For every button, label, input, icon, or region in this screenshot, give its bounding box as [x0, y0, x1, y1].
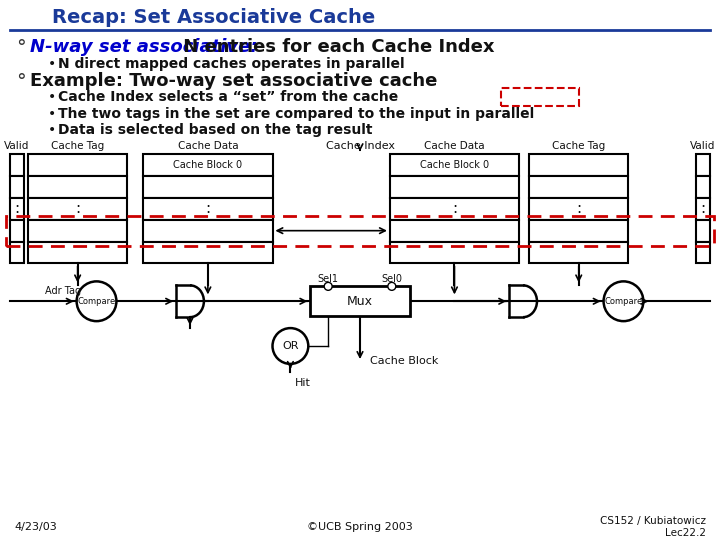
- Text: :: :: [14, 201, 19, 217]
- Bar: [10, 220, 24, 241]
- Text: Example: Two-way set associative cache: Example: Two-way set associative cache: [30, 72, 437, 90]
- Text: Recap: Set Associative Cache: Recap: Set Associative Cache: [52, 8, 375, 27]
- Text: Hit: Hit: [294, 378, 310, 388]
- Text: ©UCB Spring 2003: ©UCB Spring 2003: [307, 522, 413, 532]
- Bar: [529, 154, 629, 176]
- Text: Sel0: Sel0: [382, 274, 402, 285]
- Bar: [529, 220, 629, 241]
- Text: Compare: Compare: [77, 297, 116, 306]
- Bar: [10, 241, 24, 264]
- Bar: [696, 154, 710, 176]
- Text: 4/23/03: 4/23/03: [14, 522, 57, 532]
- Bar: [390, 154, 519, 176]
- Bar: [6, 216, 714, 246]
- Text: Valid: Valid: [4, 141, 30, 151]
- Text: Cache Block 0: Cache Block 0: [174, 160, 243, 170]
- Bar: [143, 176, 272, 198]
- Bar: [143, 241, 272, 264]
- Bar: [143, 154, 272, 176]
- Bar: [501, 89, 579, 106]
- Text: :: :: [75, 201, 80, 217]
- Text: Adr Tag: Adr Tag: [45, 286, 81, 296]
- Bar: [28, 241, 127, 264]
- Bar: [696, 220, 710, 241]
- Bar: [10, 176, 24, 198]
- Text: °: °: [16, 72, 26, 91]
- Text: Cache Block 0: Cache Block 0: [420, 160, 489, 170]
- Bar: [696, 176, 710, 198]
- Bar: [10, 198, 24, 220]
- Bar: [28, 198, 127, 220]
- Text: Cache Data: Cache Data: [178, 141, 238, 151]
- Bar: [28, 176, 127, 198]
- Bar: [696, 241, 710, 264]
- Text: :: :: [452, 201, 457, 217]
- Text: •: •: [48, 123, 56, 137]
- Bar: [529, 241, 629, 264]
- Text: Cache Tag: Cache Tag: [552, 141, 606, 151]
- Bar: [390, 241, 519, 264]
- Text: Sel1: Sel1: [318, 274, 338, 285]
- Text: :: :: [701, 201, 706, 217]
- Bar: [310, 286, 410, 316]
- Bar: [390, 176, 519, 198]
- Circle shape: [388, 282, 396, 291]
- Text: Cache Tag: Cache Tag: [51, 141, 104, 151]
- Text: •: •: [48, 57, 56, 71]
- Text: •: •: [48, 91, 56, 104]
- Bar: [529, 176, 629, 198]
- Bar: [28, 154, 127, 176]
- Bar: [143, 198, 272, 220]
- Text: The two tags in the set are compared to the input in parallel: The two tags in the set are compared to …: [58, 107, 534, 122]
- Text: N direct mapped caches operates in parallel: N direct mapped caches operates in paral…: [58, 57, 405, 71]
- Text: OR: OR: [282, 341, 299, 351]
- Text: N-way set associative:: N-way set associative:: [30, 38, 258, 56]
- Text: Cache Index selects a “set” from the cache: Cache Index selects a “set” from the cac…: [58, 91, 398, 104]
- Text: :: :: [576, 201, 581, 217]
- Text: Cache Data: Cache Data: [424, 141, 485, 151]
- Text: °: °: [16, 38, 26, 57]
- Text: Mux: Mux: [347, 295, 373, 308]
- Bar: [390, 220, 519, 241]
- Text: Cache Index: Cache Index: [325, 141, 395, 151]
- Text: Compare: Compare: [604, 297, 643, 306]
- Text: Cache Block: Cache Block: [370, 356, 438, 366]
- Circle shape: [272, 328, 308, 364]
- Bar: [529, 198, 629, 220]
- Text: :: :: [205, 201, 210, 217]
- Circle shape: [324, 282, 332, 291]
- Circle shape: [76, 281, 117, 321]
- Text: CS152 / Kubiatowicz
Lec22.2: CS152 / Kubiatowicz Lec22.2: [600, 516, 706, 538]
- Text: N entries for each Cache Index: N entries for each Cache Index: [177, 38, 495, 56]
- Bar: [390, 198, 519, 220]
- Bar: [28, 220, 127, 241]
- Bar: [10, 154, 24, 176]
- Bar: [143, 220, 272, 241]
- Bar: [696, 198, 710, 220]
- Text: Data is selected based on the tag result: Data is selected based on the tag result: [58, 123, 372, 137]
- Circle shape: [603, 281, 644, 321]
- Text: Valid: Valid: [690, 141, 716, 151]
- Text: •: •: [48, 107, 56, 122]
